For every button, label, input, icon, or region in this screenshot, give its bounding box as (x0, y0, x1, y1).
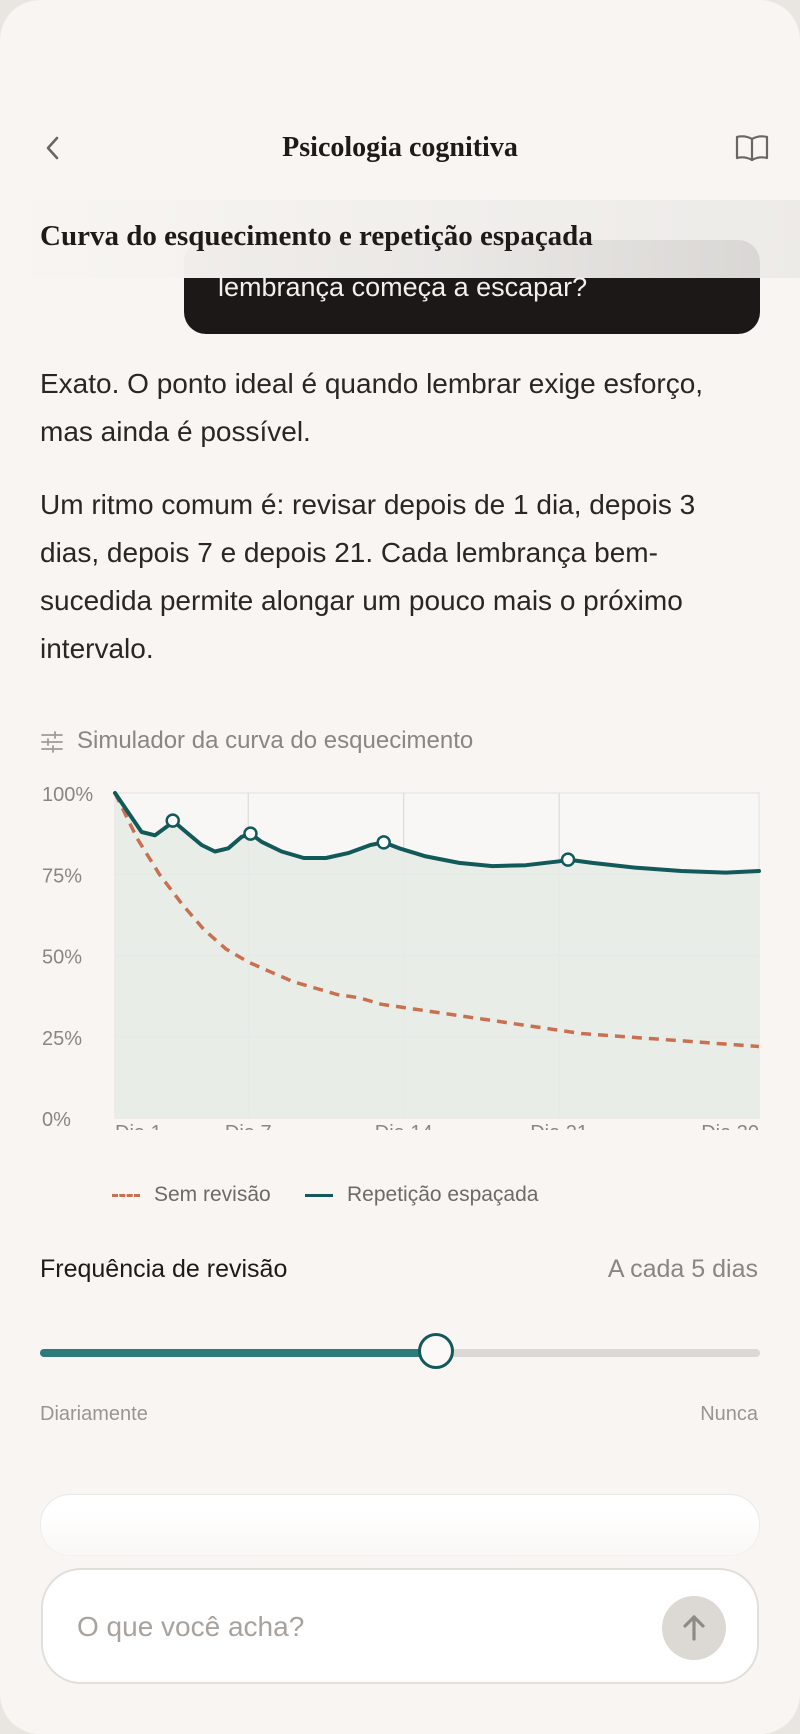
legend-label-spaced: Repetição espaçada (347, 1183, 539, 1206)
section-header: Curva do esquecimento e repetição espaça… (0, 200, 800, 278)
legend-swatch-no-review (112, 1194, 140, 1197)
assistant-paragraph-1: Exato. O ponto ideal é quando lembrar ex… (40, 368, 704, 447)
review-point (165, 813, 180, 828)
y-tick-label: 50% (42, 947, 82, 969)
book-open-icon[interactable] (734, 130, 770, 166)
spaced-area-fill (115, 793, 759, 1118)
y-tick-label: 25% (42, 1028, 82, 1050)
frequency-slider-thumb[interactable] (418, 1333, 454, 1369)
no-review-line (113, 792, 760, 1049)
frequency-value: A cada 5 dias (607, 1255, 758, 1283)
frequency-slider-fill (40, 1349, 436, 1357)
x-tick-label: Dia 14 (375, 1122, 433, 1130)
frequency-label: Frequência de revisão (40, 1255, 288, 1283)
message-input[interactable] (75, 1600, 639, 1654)
y-tick-label: 0% (42, 1109, 71, 1130)
x-tick-label: Dia 1 (115, 1122, 162, 1130)
x-tick-label: Dia 30 (701, 1122, 759, 1130)
simulator-title: Simulador da curva do esquecimento (77, 727, 474, 754)
composer (41, 1568, 759, 1684)
frequency-max-label: Nunca (700, 1403, 758, 1425)
review-point (560, 852, 576, 867)
frequency-min-label: Diariamente (40, 1403, 148, 1425)
legend-swatch-spaced (305, 1194, 333, 1197)
sliders-icon (41, 731, 63, 753)
assistant-paragraph-2: Um ritmo comum é: revisar depois de 1 di… (40, 489, 696, 664)
chevron-left-icon[interactable] (38, 130, 68, 166)
x-tick-label: Dia 7 (225, 1122, 272, 1130)
forgetting-curve-chart: 100% 75% 50% 25% 0% Dia 1 Dia 7 Dia 14 Dia 21 Dia… (42, 784, 761, 1130)
x-tick-label: Dia 21 (530, 1122, 588, 1130)
header: Psicologia cognitiva (0, 108, 800, 188)
frequency-slider-track[interactable] (40, 1349, 760, 1357)
page-title: Psicologia cognitiva (282, 132, 518, 163)
scroll-fade (0, 1510, 800, 1570)
arrow-up-icon (683, 1615, 705, 1641)
y-tick-label: 100% (42, 784, 93, 806)
section-title: Curva do esquecimento e repetição espaça… (40, 220, 593, 252)
send-button[interactable] (662, 1596, 726, 1660)
review-point (243, 826, 258, 841)
legend-label-no-review: Sem revisão (154, 1183, 271, 1206)
y-tick-label: 75% (42, 865, 82, 887)
review-point (376, 835, 391, 850)
